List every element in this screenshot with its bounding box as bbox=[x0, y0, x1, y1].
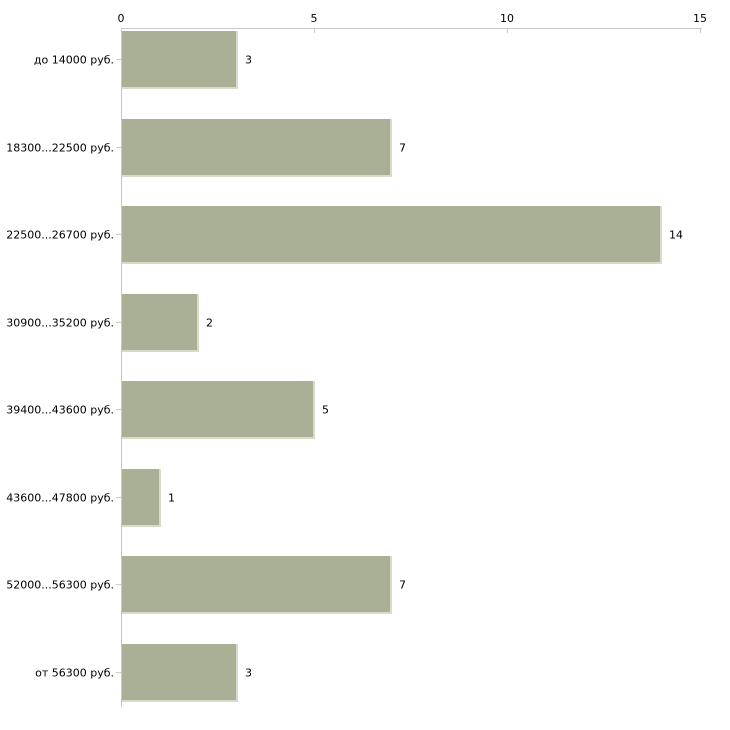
x-axis-tick-label: 0 bbox=[117, 12, 125, 25]
chart-row: 30900...35200 руб. 2 bbox=[0, 294, 730, 352]
bar bbox=[122, 206, 662, 264]
category-label: 22500...26700 руб. bbox=[6, 228, 114, 242]
y-axis-tick-mark bbox=[116, 59, 121, 60]
value-label: 5 bbox=[322, 403, 329, 417]
category-label: 43600...47800 руб. bbox=[6, 491, 114, 505]
bar bbox=[122, 294, 199, 352]
chart-row: 18300...22500 руб. 7 bbox=[0, 119, 730, 177]
category-label: от 56300 руб. bbox=[35, 666, 114, 680]
x-axis-tick-mark bbox=[700, 29, 701, 33]
chart-row: 52000...56300 руб. 7 bbox=[0, 556, 730, 614]
value-label: 7 bbox=[399, 578, 406, 592]
value-label: 3 bbox=[245, 666, 252, 680]
bar bbox=[122, 31, 238, 89]
value-label: 7 bbox=[399, 141, 406, 155]
chart-row: до 14000 руб. 3 bbox=[0, 31, 730, 89]
x-axis-tick-label: 10 bbox=[500, 12, 514, 25]
y-axis-line bbox=[121, 28, 122, 707]
bar bbox=[122, 469, 161, 527]
category-label: до 14000 руб. bbox=[33, 53, 114, 67]
category-label: 39400...43600 руб. bbox=[6, 403, 114, 417]
value-label: 1 bbox=[168, 491, 175, 505]
category-label: 30900...35200 руб. bbox=[6, 316, 114, 330]
chart-row: от 56300 руб. 3 bbox=[0, 644, 730, 702]
value-label: 2 bbox=[206, 316, 213, 330]
bar bbox=[122, 556, 392, 614]
x-axis-tick-mark bbox=[314, 29, 315, 33]
value-label: 3 bbox=[245, 53, 252, 67]
y-axis-tick-mark bbox=[116, 497, 121, 498]
bar bbox=[122, 381, 315, 439]
x-axis-line bbox=[121, 28, 702, 29]
y-axis-tick-mark bbox=[116, 584, 121, 585]
x-axis-tick-mark bbox=[507, 29, 508, 33]
y-axis-tick-mark bbox=[116, 322, 121, 323]
y-axis-tick-mark bbox=[116, 234, 121, 235]
y-axis-tick-mark bbox=[116, 409, 121, 410]
x-axis-tick-label: 5 bbox=[310, 12, 318, 25]
chart-row: 39400...43600 руб. 5 bbox=[0, 381, 730, 439]
y-axis-tick-mark bbox=[116, 672, 121, 673]
chart-row: 22500...26700 руб. 14 bbox=[0, 206, 730, 264]
bar bbox=[122, 644, 238, 702]
chart-row: 43600...47800 руб. 1 bbox=[0, 469, 730, 527]
y-axis-tick-mark bbox=[116, 147, 121, 148]
category-label: 18300...22500 руб. bbox=[6, 141, 114, 155]
category-label: 52000...56300 руб. bbox=[6, 578, 114, 592]
value-label: 14 bbox=[669, 228, 683, 242]
bar bbox=[122, 119, 392, 177]
x-axis-tick-label: 15 bbox=[693, 12, 707, 25]
